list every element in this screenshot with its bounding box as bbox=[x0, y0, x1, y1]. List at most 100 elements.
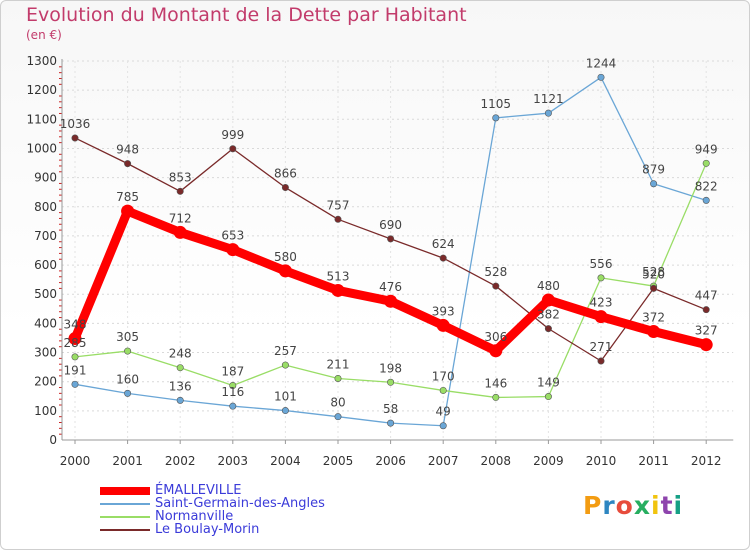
data-point bbox=[492, 282, 500, 290]
data-point bbox=[229, 402, 237, 410]
data-label: 712 bbox=[169, 211, 192, 225]
proxiti-logo: Proxiti bbox=[583, 491, 683, 520]
x-tick-label: 2000 bbox=[60, 454, 91, 468]
data-label: 1036 bbox=[60, 117, 91, 131]
data-label: 757 bbox=[327, 198, 350, 212]
data-label: 879 bbox=[642, 163, 665, 177]
data-label: 146 bbox=[484, 376, 507, 390]
data-point bbox=[176, 396, 184, 404]
y-tick-label: 1300 bbox=[26, 54, 57, 68]
data-label: 785 bbox=[116, 190, 139, 204]
data-label: 49 bbox=[436, 405, 451, 419]
data-point bbox=[544, 109, 552, 117]
data-point bbox=[384, 294, 398, 308]
data-point bbox=[173, 225, 187, 239]
legend-swatch bbox=[100, 529, 150, 531]
data-point bbox=[281, 184, 289, 192]
data-label: 556 bbox=[590, 257, 613, 271]
legend-swatch bbox=[100, 487, 150, 495]
data-label: 528 bbox=[642, 265, 665, 279]
y-tick-label: 0 bbox=[49, 433, 57, 447]
y-tick-label: 100 bbox=[34, 404, 57, 418]
data-point bbox=[71, 353, 79, 361]
data-label: 327 bbox=[695, 324, 718, 338]
x-tick-label: 2004 bbox=[270, 454, 301, 468]
x-tick-label: 2006 bbox=[375, 454, 406, 468]
data-label: 653 bbox=[221, 229, 244, 243]
data-point bbox=[702, 196, 710, 204]
data-point bbox=[702, 159, 710, 167]
y-tick-label: 800 bbox=[34, 200, 57, 214]
data-label: 528 bbox=[484, 265, 507, 279]
y-tick-label: 1000 bbox=[26, 141, 57, 155]
data-point bbox=[650, 180, 658, 188]
data-point bbox=[71, 134, 79, 142]
data-point bbox=[176, 187, 184, 195]
data-label: 271 bbox=[590, 340, 613, 354]
y-tick-label: 200 bbox=[34, 375, 57, 389]
data-point bbox=[594, 310, 608, 324]
data-point bbox=[541, 293, 555, 307]
data-point bbox=[439, 422, 447, 430]
x-tick-label: 2001 bbox=[112, 454, 143, 468]
data-label: 305 bbox=[116, 330, 139, 344]
data-label: 690 bbox=[379, 218, 402, 232]
data-point bbox=[492, 114, 500, 122]
x-tick-label: 2008 bbox=[481, 454, 512, 468]
logo-letter: i bbox=[651, 491, 661, 520]
y-tick-label: 400 bbox=[34, 316, 57, 330]
data-point bbox=[597, 73, 605, 81]
data-point bbox=[226, 243, 240, 257]
data-label: 198 bbox=[379, 361, 402, 375]
data-label: 866 bbox=[274, 167, 297, 181]
data-label: 257 bbox=[274, 344, 297, 358]
data-point bbox=[439, 254, 447, 262]
data-point bbox=[439, 386, 447, 394]
data-point bbox=[334, 215, 342, 223]
data-point bbox=[124, 160, 132, 168]
data-label: 187 bbox=[221, 364, 244, 378]
legend-swatch bbox=[100, 503, 150, 505]
data-point bbox=[68, 332, 82, 346]
data-point bbox=[436, 318, 450, 332]
data-label: 520 bbox=[642, 267, 665, 281]
data-point bbox=[176, 364, 184, 372]
y-tick-label: 500 bbox=[34, 287, 57, 301]
data-point bbox=[544, 393, 552, 401]
y-tick-label: 1100 bbox=[26, 112, 57, 126]
data-label: 149 bbox=[537, 376, 560, 390]
data-label: 372 bbox=[642, 311, 665, 325]
x-tick-label: 2011 bbox=[638, 454, 669, 468]
data-label: 624 bbox=[432, 237, 455, 251]
data-label: 170 bbox=[432, 369, 455, 383]
data-point bbox=[650, 284, 658, 292]
data-point bbox=[278, 264, 292, 278]
legend-label: Saint-Germain-des-Angles bbox=[155, 496, 325, 511]
legend-swatch bbox=[100, 516, 150, 518]
data-label: 999 bbox=[221, 128, 244, 142]
x-tick-label: 2005 bbox=[323, 454, 354, 468]
data-point bbox=[331, 283, 345, 297]
x-tick-label: 2007 bbox=[428, 454, 459, 468]
data-label: 853 bbox=[169, 170, 192, 184]
data-point bbox=[229, 381, 237, 389]
data-label: 513 bbox=[327, 269, 350, 283]
data-point bbox=[124, 389, 132, 397]
data-label: 1121 bbox=[533, 92, 564, 106]
data-point bbox=[597, 274, 605, 282]
x-tick-label: 2002 bbox=[165, 454, 196, 468]
data-label: 348 bbox=[64, 318, 87, 332]
y-tick-label: 700 bbox=[34, 229, 57, 243]
data-label: 447 bbox=[695, 289, 718, 303]
logo-letter: i bbox=[673, 491, 684, 520]
data-point bbox=[334, 374, 342, 382]
data-point bbox=[281, 407, 289, 415]
y-tick-label: 600 bbox=[34, 258, 57, 272]
x-tick-label: 2003 bbox=[218, 454, 249, 468]
data-point bbox=[699, 338, 713, 352]
data-label: 136 bbox=[169, 379, 192, 393]
legend-label: Normanville bbox=[155, 509, 234, 524]
data-label: 248 bbox=[169, 347, 192, 361]
